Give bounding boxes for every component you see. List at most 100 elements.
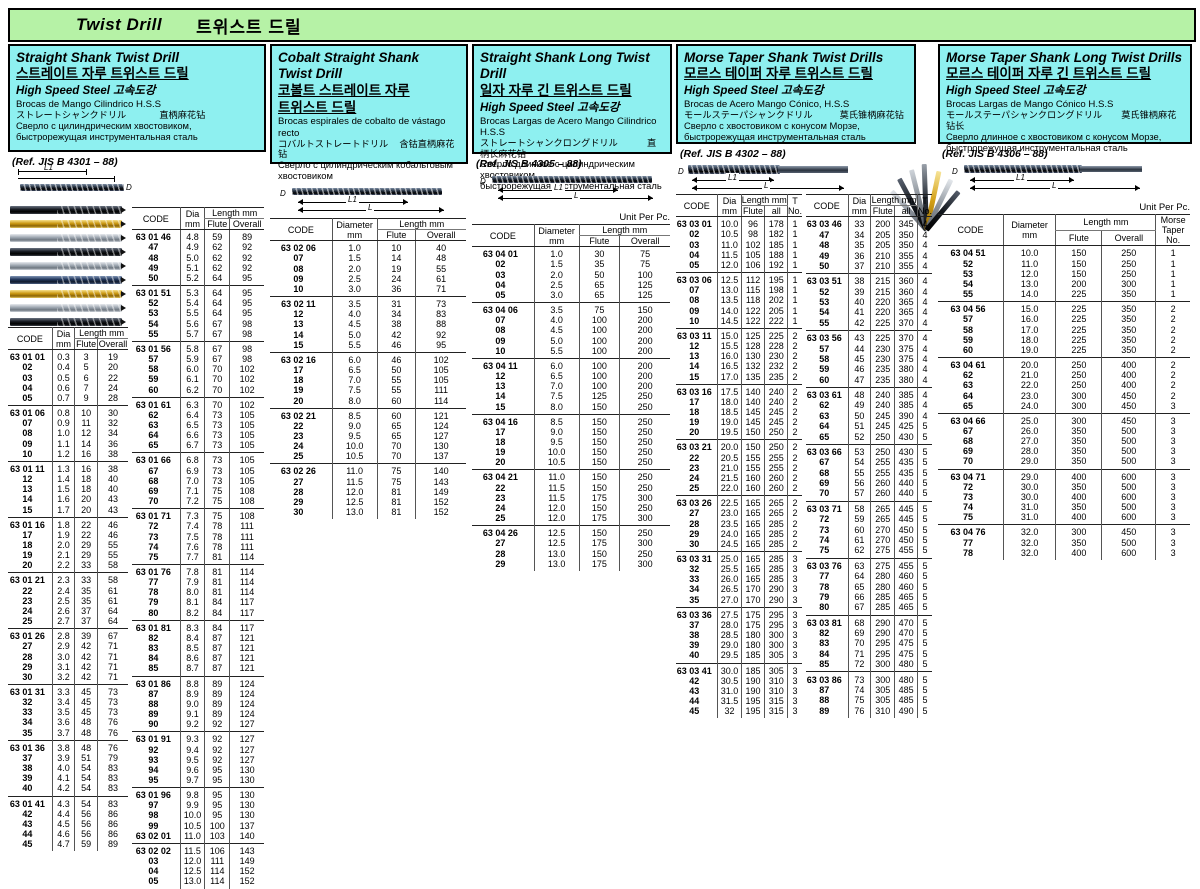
cell-diameter: 19.0 [717, 417, 742, 428]
cell-overall: 36 [97, 438, 128, 449]
cell-code: 63 01 81 [132, 619, 181, 633]
cell-taper-no: 5 [916, 421, 932, 432]
cell-diameter: 4.6 [51, 829, 75, 840]
cell-flute: 92 [204, 754, 230, 765]
cell-overall: 150 [619, 302, 670, 316]
table-row: 99 10.5 100 137 [132, 820, 264, 831]
cell-overall: 360 [894, 286, 918, 297]
cell-taper-no: 2 [1155, 380, 1190, 391]
table-row: 19 7.5 55 111 [270, 385, 466, 396]
cell-code: 63 03 31 [676, 551, 718, 565]
cell-code: 19 [293, 385, 304, 396]
col-header-code: CODE [676, 194, 718, 218]
cell-diameter: 64 [847, 571, 871, 582]
cell-code: 27 [293, 476, 304, 487]
cell-code: 73 [962, 491, 973, 502]
table-row: 67 54 255 435 5 [806, 457, 932, 468]
cell-code: 03 [495, 269, 506, 280]
cell-code: 43 [22, 818, 33, 829]
cell-code: 63 [148, 419, 159, 430]
cell-overall: 111 [229, 531, 264, 542]
cell-code: 63 01 71 [132, 508, 181, 522]
cell-diameter: 9.1 [179, 709, 205, 720]
cell-code: 63 04 16 [472, 413, 535, 427]
table-row: 68 55 255 435 5 [806, 467, 932, 478]
col-header-overall: Overall [97, 338, 128, 351]
table-row: 37 28.0 175 295 3 [676, 619, 802, 631]
cell-overall: 76 [97, 739, 128, 753]
cell-taper-no: 2 [786, 472, 802, 484]
header-title-ko: 일자 자루 긴 트위스트 드릴 [480, 82, 632, 98]
drill-diagram-straight: L1 D [14, 163, 132, 207]
cell-taper-no: 3 [1155, 502, 1190, 513]
cell-diameter: 13.0 [331, 507, 378, 520]
cell-code: 03 [689, 239, 700, 250]
cell-overall: 55 [415, 263, 466, 274]
cell-overall: 130 [229, 800, 264, 811]
header-title-en-2: Twist Drill [278, 66, 343, 82]
cell-diameter: 8.7 [179, 663, 205, 677]
diagram-label-l1: L1 [44, 163, 53, 172]
cell-overall: 200 [619, 357, 670, 372]
col-header-overall: all [764, 205, 788, 218]
cell-flute: 160 [740, 472, 765, 484]
cell-diameter: 10.0 [331, 441, 378, 452]
diagram-label-l1: L1 [346, 195, 359, 204]
header-ru3: быстрорежущая инструментальная сталь [480, 180, 662, 192]
cell-flute: 205 [870, 240, 895, 251]
cell-diameter: 5.7 [179, 328, 205, 342]
table-row: 94 9.6 95 130 [132, 764, 264, 775]
cell-flute: 16 [74, 460, 98, 475]
table-row: 18 18.5 145 245 2 [676, 406, 802, 418]
cell-diameter: 0.9 [51, 418, 75, 429]
table-row: 20 8.0 60 114 [270, 395, 466, 409]
cell-code: 28 [689, 518, 700, 529]
cell-taper-no: 4 [916, 260, 932, 274]
cell-overall: 350 [1101, 301, 1156, 315]
cell-flute: 64 [204, 308, 230, 319]
cell-diameter: 5.5 [179, 308, 205, 319]
page-title-ko: 트위스트 드릴 [196, 17, 302, 37]
cell-diameter: 3.9 [51, 752, 75, 764]
table-row: 63 01 71 7.3 75 108 [132, 508, 264, 522]
table-row: 64 6.6 73 105 [132, 430, 264, 441]
cell-taper-no: 3 [786, 606, 802, 620]
table-row: 73 60 270 450 5 [806, 524, 932, 535]
cell-overall: 245 [764, 417, 788, 428]
cell-diameter: 5.1 [179, 262, 205, 273]
cell-diameter: 27.0 [1002, 436, 1056, 447]
cell-diameter: 6.9 [179, 465, 205, 476]
header-title-en-1: Cobalt Straight Shank [278, 50, 420, 65]
cell-flute: 185 [740, 650, 765, 664]
cell-diameter: 5.9 [179, 354, 205, 365]
cell-diameter: 12.0 [331, 486, 378, 497]
cell-taper-no: 5 [916, 545, 932, 559]
cell-overall: 425 [894, 421, 918, 432]
cell-flute: 81 [376, 507, 416, 520]
cell-diameter: 1.0 [533, 246, 580, 260]
table-row: 25 12.0 175 300 [472, 513, 670, 526]
cell-overall: 490 [894, 705, 918, 719]
cell-code: 47 [148, 242, 159, 253]
cell-code: 72 [962, 481, 973, 492]
cell-overall: 430 [894, 431, 918, 445]
cell-taper-no: 2 [786, 396, 802, 407]
table-row: 18 9.5 150 250 [472, 436, 670, 448]
unit-note: Unit Per Pc. [619, 212, 670, 223]
cell-flute: 64 [204, 298, 230, 309]
header-title-en: Straight Shank Twist Drill [16, 50, 180, 65]
cell-overall: 127 [229, 744, 264, 755]
cell-overall: 130 [229, 810, 264, 821]
table-row: 32 3.4 45 73 [8, 697, 128, 708]
cell-code: 85 [148, 663, 159, 674]
table-row: 09 14.0 122 205 1 [676, 305, 802, 316]
cell-overall: 114 [229, 551, 264, 565]
cell-diameter: 2.8 [51, 628, 75, 642]
cell-diameter: 18.0 [717, 396, 742, 407]
cell-diameter: 6.0 [331, 351, 378, 366]
cell-overall: 250 [764, 427, 788, 440]
table-row: 63 22.0 250 400 2 [938, 380, 1190, 391]
cell-code: 94 [148, 764, 159, 775]
cell-diameter: 7.0 [179, 475, 205, 486]
cell-flute: 195 [740, 696, 765, 707]
